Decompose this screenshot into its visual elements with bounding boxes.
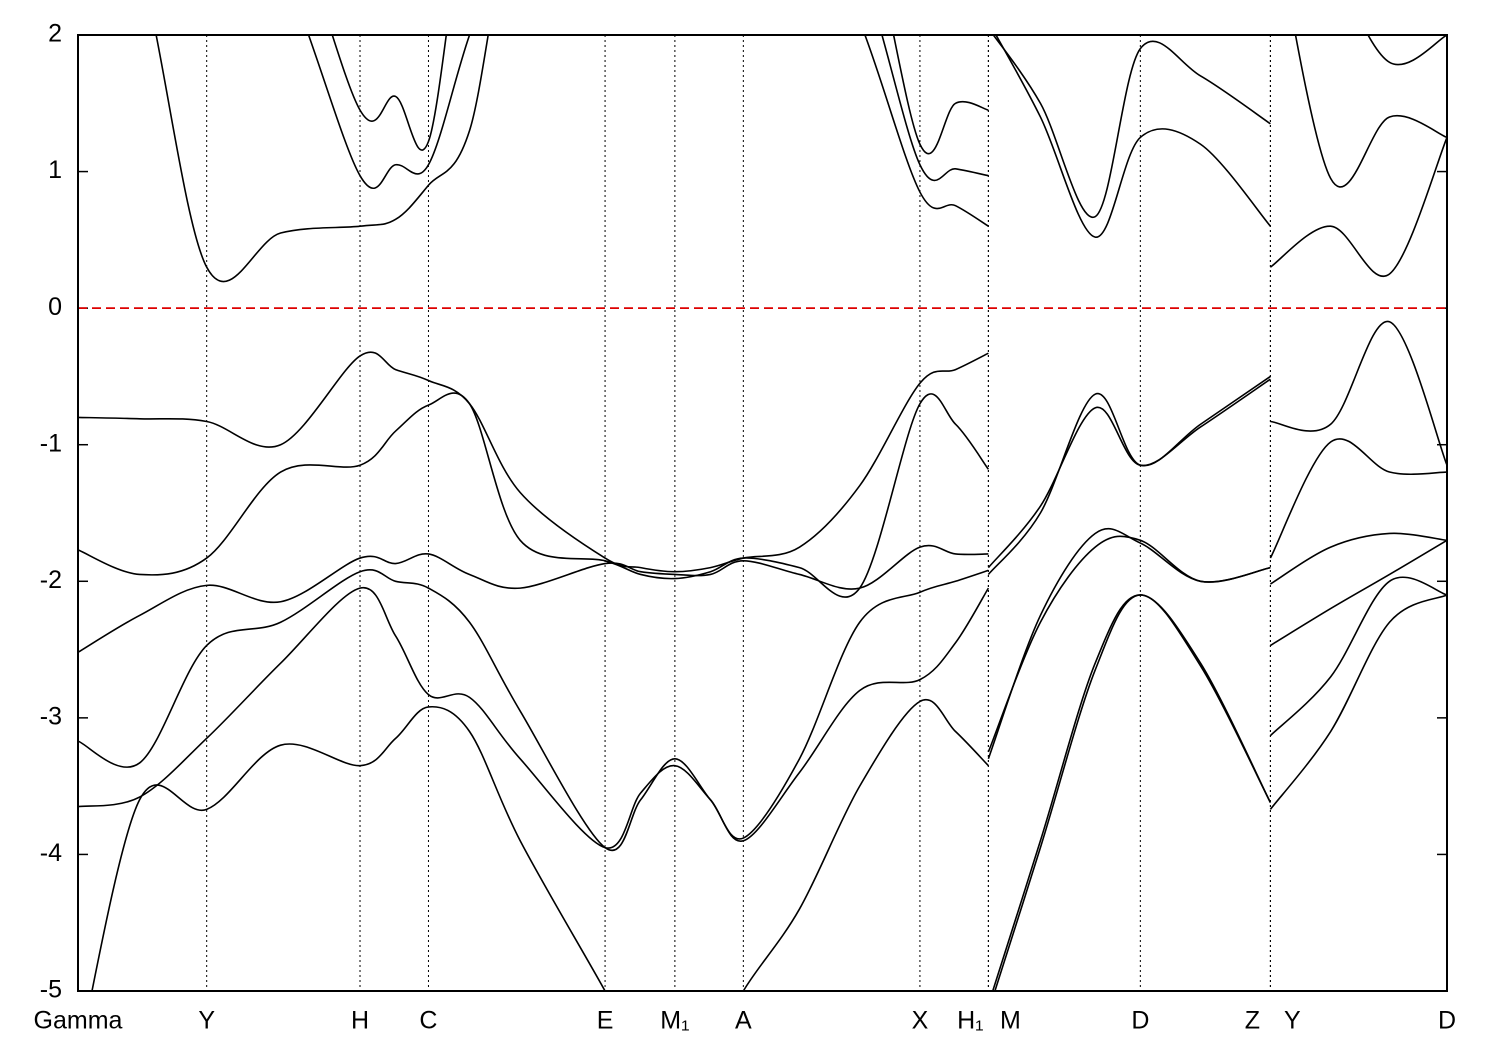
y-tick-label: -4 [40,839,62,867]
x-tick-label: A [735,1007,752,1035]
y-tick-label: -5 [40,976,62,1004]
band-line [91,594,1447,991]
x-tick-label: D [1438,1007,1456,1035]
band-line [331,35,1447,155]
band-line [78,320,1447,575]
band-line [78,576,1447,991]
y-tick-label: 1 [48,156,62,184]
plot-frame [77,34,1448,992]
x-tick-label: D [1131,1007,1149,1035]
y-tick-label: -3 [40,702,62,730]
x-tick-label: X [912,1007,929,1035]
x-tick-label: H [351,1007,369,1035]
x-tick-label: Y [1284,1007,1301,1035]
y-tick-label: -1 [40,429,62,457]
y-tick-label: 2 [48,20,62,48]
x-tick-label: Y [198,1007,215,1035]
x-tick-label: M₁ [660,1007,689,1035]
x-tick-label: E [597,1007,614,1035]
y-tick-label: -2 [40,566,62,594]
x-tick-label: C [419,1007,437,1035]
band-line [78,378,1447,598]
x-tick-label: M [1000,1007,1021,1035]
band-line [307,35,1447,218]
band-line [78,535,1447,852]
x-tick-label: Gamma [34,1007,123,1035]
band-line [155,35,1447,283]
x-tick-label: H₁ [957,1007,984,1035]
y-tick-label: 0 [48,293,62,321]
x-tick-label: Z [1245,1007,1260,1035]
